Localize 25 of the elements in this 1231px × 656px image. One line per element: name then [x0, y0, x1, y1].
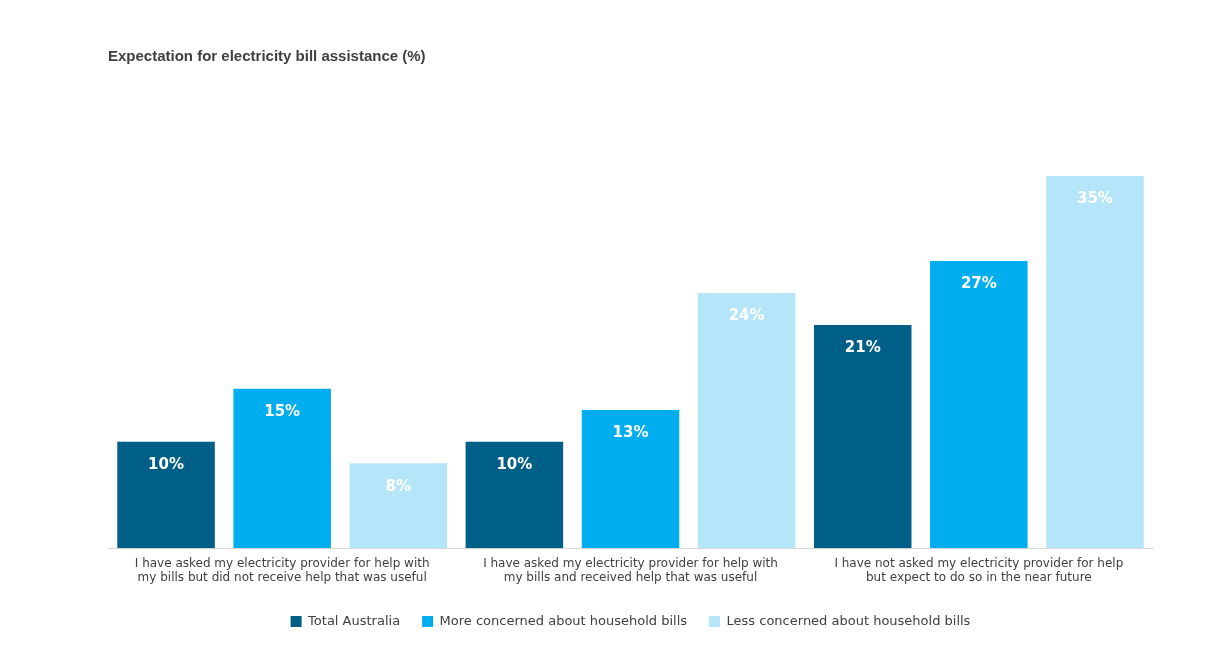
data-label: 10%: [496, 455, 533, 474]
data-label: 15%: [264, 402, 301, 421]
legend-label: More concerned about household bills: [439, 612, 688, 628]
data-label: 35%: [1076, 189, 1113, 208]
bar: [465, 441, 564, 549]
bar: [233, 388, 331, 549]
data-label: 24%: [728, 306, 765, 325]
data-label: 27%: [960, 274, 997, 293]
data-label: 21%: [844, 338, 881, 357]
bar: [349, 463, 448, 549]
data-label: 8%: [385, 476, 412, 495]
bar: [1046, 176, 1144, 549]
x-tick-label: I have not asked my electricity provider for help but expect to do so in the near future: [834, 555, 1124, 584]
legend-label: Less concerned about household bills: [726, 612, 971, 628]
bar: [581, 409, 680, 549]
bar: [117, 441, 215, 549]
bar: [813, 324, 912, 549]
x-tick-label: I have asked my electricity provider for help with my bills and received help that was useful: [483, 555, 778, 584]
data-label: 10%: [148, 455, 185, 474]
chart-title: Expectation for electricity bill assistance (%): [108, 47, 426, 65]
data-label: 13%: [612, 423, 649, 442]
bar: [697, 292, 796, 549]
bar: [930, 261, 1028, 549]
legend-label: Total Australia: [307, 612, 401, 628]
x-tick-label: I have asked my electricity provider for help with my bills but did not receive help that was useful: [134, 555, 430, 584]
